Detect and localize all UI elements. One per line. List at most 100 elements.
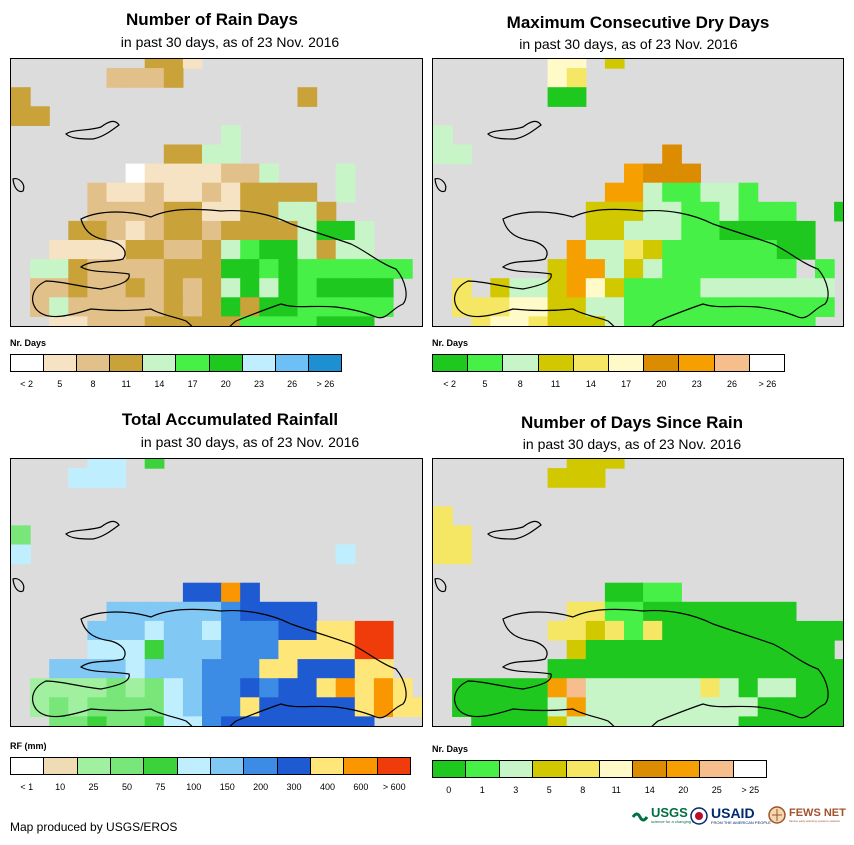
- map-cell: [566, 697, 587, 717]
- legend-label: 20: [678, 785, 689, 795]
- map-cell: [509, 697, 530, 717]
- map-cell: [87, 240, 108, 260]
- map-cell: [795, 716, 816, 726]
- map-cell: [125, 716, 146, 726]
- map-cell: [643, 620, 663, 641]
- map-cell: [719, 240, 740, 260]
- map-cell: [604, 640, 625, 660]
- legend-label: 3: [513, 785, 519, 795]
- map-cell: [585, 601, 606, 622]
- map-cell: [604, 582, 625, 603]
- map-cell: [738, 259, 759, 279]
- map-cell: [316, 678, 337, 698]
- map-cell: [738, 601, 759, 622]
- map-cell: [163, 68, 184, 88]
- map-cell: [240, 316, 260, 326]
- map-cell: [776, 678, 797, 698]
- legend-label: > 25: [741, 785, 760, 795]
- legend-label: 1: [479, 785, 485, 795]
- map-cell: [335, 678, 356, 698]
- map-cell: [106, 659, 127, 679]
- map-cell: [202, 144, 222, 165]
- map-cell: [662, 259, 682, 279]
- hispaniola-coastline: [434, 120, 829, 326]
- map-cell: [757, 697, 778, 717]
- map-cell: [700, 697, 721, 717]
- map-cell: [681, 601, 701, 622]
- map-cell: [471, 316, 491, 326]
- map-cell: [624, 240, 644, 260]
- map-cell: [240, 278, 260, 298]
- map-cell: [681, 620, 701, 641]
- map-cell: [202, 259, 222, 279]
- map-cell: [354, 240, 375, 260]
- map-cell: [354, 316, 375, 326]
- usgs-tagline: science for a changing world: [651, 819, 702, 824]
- map-cell: [240, 297, 260, 317]
- map-cell: [335, 697, 356, 717]
- map-canvas: [11, 59, 413, 326]
- map-cell: [144, 201, 165, 222]
- panel-2-legend-bar: [432, 354, 785, 372]
- map-cell: [373, 297, 394, 317]
- map-cell: [106, 459, 127, 469]
- map-cell: [547, 697, 568, 717]
- legend-label: > 26: [316, 379, 335, 389]
- map-cell: [68, 297, 88, 317]
- map-cell: [452, 697, 472, 717]
- map-cell: [259, 716, 279, 726]
- map-cell: [547, 620, 568, 641]
- map-cell: [125, 259, 146, 279]
- map-cell: [624, 640, 644, 660]
- legend-swatch: [244, 758, 278, 774]
- map-cell: [316, 278, 337, 298]
- map-cell: [624, 620, 644, 641]
- map-cell: [144, 601, 165, 622]
- map-cell: [202, 278, 222, 298]
- legend-label: 17: [621, 379, 632, 389]
- legend-swatch: [533, 761, 567, 777]
- hispaniola-coastline: [12, 520, 407, 726]
- legend-label: 26: [287, 379, 298, 389]
- map-cell: [373, 659, 394, 679]
- map-cell: [182, 678, 203, 698]
- legend-label: 0: [446, 785, 452, 795]
- map-cell: [585, 716, 606, 726]
- map-cell: [681, 240, 701, 260]
- map-cell: [259, 640, 279, 660]
- hispaniola-coastline: [12, 120, 407, 326]
- map-cell: [202, 582, 222, 603]
- legend-label: 10: [55, 782, 66, 792]
- map-cell: [278, 220, 299, 241]
- dry-days-map: [432, 58, 844, 327]
- map-cell: [278, 697, 299, 717]
- map-canvas: [11, 459, 422, 726]
- map-cell: [182, 59, 203, 69]
- map-cell: [259, 220, 279, 241]
- panel-4-subtitle: in past 30 days, as of 23 Nov. 2016: [522, 436, 742, 452]
- panel-1-subtitle: in past 30 days, as of 23 Nov. 2016: [120, 34, 340, 50]
- map-cell: [566, 87, 587, 107]
- legend-swatch: [600, 761, 634, 777]
- map-cell: [719, 601, 740, 622]
- map-cell: [738, 716, 759, 726]
- map-cell: [335, 278, 356, 298]
- map-cell: [815, 716, 835, 726]
- map-cell: [202, 640, 222, 660]
- map-cell: [335, 716, 356, 726]
- map-cell: [624, 601, 644, 622]
- map-cell: [393, 678, 413, 698]
- panel-1-legend-bar: [10, 354, 342, 372]
- legend-swatch: [700, 761, 734, 777]
- map-cell: [335, 620, 356, 641]
- map-cell: [738, 678, 759, 698]
- map-cell: [182, 240, 203, 260]
- map-cell: [144, 163, 165, 184]
- map-cell: [795, 640, 816, 660]
- map-cell: [221, 220, 241, 241]
- map-cell: [585, 220, 606, 241]
- map-cell: [662, 144, 682, 165]
- map-cell: [316, 620, 337, 641]
- legend-swatch: [77, 758, 111, 774]
- map-cell: [202, 297, 222, 317]
